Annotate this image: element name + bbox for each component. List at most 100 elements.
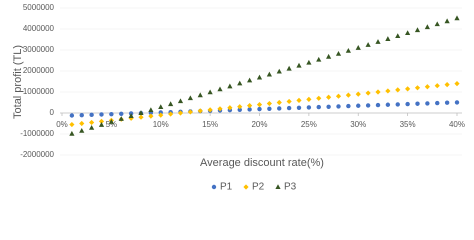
point	[365, 42, 371, 47]
legend-label: P3	[284, 182, 297, 193]
point	[266, 100, 272, 107]
point	[217, 106, 223, 112]
point	[326, 104, 331, 109]
point	[227, 83, 233, 89]
point	[405, 101, 410, 107]
point	[306, 59, 312, 65]
point	[177, 110, 184, 116]
point	[405, 30, 411, 36]
point	[69, 121, 75, 128]
point	[395, 87, 401, 93]
point	[89, 112, 94, 118]
point	[444, 82, 450, 88]
y-tick-label: 4000000	[23, 24, 55, 33]
point	[424, 24, 430, 30]
x-tick-label: 25%	[301, 120, 317, 129]
x-tick-label: 5%	[106, 120, 118, 129]
point	[434, 21, 440, 27]
point	[425, 101, 430, 106]
point	[237, 104, 243, 110]
point	[227, 105, 233, 111]
point	[266, 71, 272, 77]
x-tick-label: 20%	[251, 120, 267, 129]
point	[158, 104, 164, 110]
point	[355, 91, 361, 97]
point	[316, 56, 322, 62]
point	[207, 107, 213, 113]
point	[237, 107, 242, 112]
y-tick-label: 1000000	[23, 87, 55, 96]
y-tick-label: 5000000	[23, 3, 55, 12]
point	[109, 111, 114, 117]
point	[99, 112, 104, 117]
point	[335, 50, 342, 56]
point	[306, 105, 312, 110]
point	[435, 100, 440, 106]
point	[148, 113, 154, 119]
point	[355, 45, 361, 50]
point	[306, 96, 312, 102]
point	[405, 86, 411, 92]
point	[98, 122, 105, 127]
point	[89, 119, 95, 126]
point	[79, 127, 85, 133]
point	[148, 107, 154, 113]
y-tick-label: -2000000	[20, 150, 54, 159]
point	[89, 124, 95, 130]
legend-marker	[243, 184, 249, 190]
point	[395, 102, 400, 107]
point	[168, 101, 174, 107]
point	[296, 97, 302, 103]
point	[375, 39, 381, 44]
point	[256, 74, 263, 80]
x-tick-label: 10%	[153, 120, 169, 129]
point	[118, 116, 124, 121]
point	[395, 33, 401, 38]
point	[69, 113, 75, 118]
point	[424, 84, 430, 90]
point	[257, 106, 262, 112]
point	[128, 115, 134, 121]
point	[316, 95, 322, 101]
point	[326, 94, 332, 100]
legend-label: P2	[252, 182, 265, 193]
point	[217, 86, 223, 92]
point	[158, 110, 163, 115]
point	[336, 104, 341, 109]
point	[296, 62, 302, 68]
point	[356, 103, 361, 108]
point	[365, 103, 371, 108]
point	[177, 98, 184, 104]
point	[247, 107, 252, 112]
legend-label: P1	[220, 182, 233, 193]
point	[286, 105, 292, 111]
point	[138, 110, 144, 115]
point	[375, 89, 381, 95]
y-tick-label: 0	[50, 108, 55, 117]
point	[385, 102, 391, 107]
chart: Average discount rate(%) Total profit (T…	[12, 3, 465, 193]
y-tick-label: 2000000	[23, 66, 55, 75]
point	[108, 119, 114, 124]
point	[187, 95, 193, 101]
point	[345, 92, 351, 98]
point	[276, 99, 282, 106]
point	[277, 106, 282, 111]
point	[444, 18, 450, 24]
point	[345, 47, 351, 53]
point	[415, 101, 420, 106]
point	[79, 120, 85, 127]
legend-marker	[211, 184, 217, 190]
point	[365, 90, 371, 96]
point	[79, 112, 84, 118]
y-tick-label: 3000000	[23, 45, 55, 54]
point	[335, 93, 342, 99]
point	[247, 103, 253, 109]
point	[434, 83, 440, 89]
point	[296, 105, 302, 110]
y-axis-title: Total profit (TL)	[12, 45, 24, 119]
point	[207, 89, 213, 95]
point	[69, 130, 75, 136]
point	[346, 103, 351, 109]
point	[138, 114, 144, 120]
